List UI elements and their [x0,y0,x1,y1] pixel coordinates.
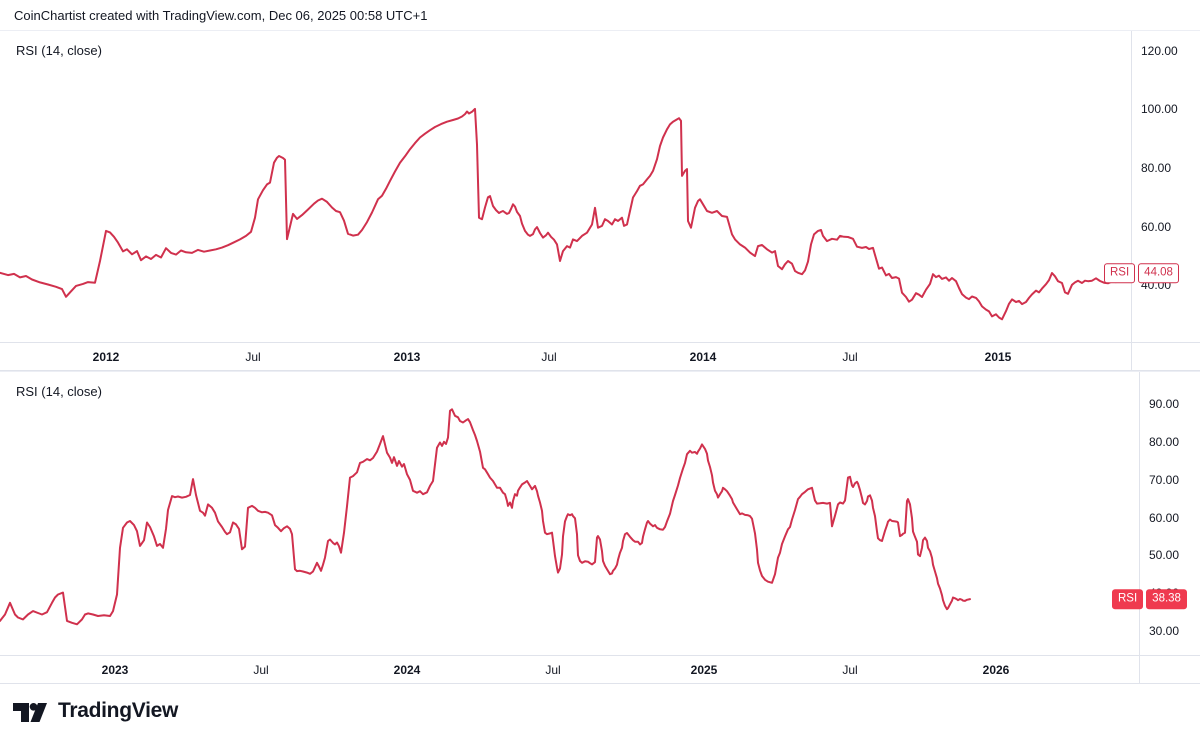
price-axis-tick: 60.00 [1149,510,1180,525]
time-axis-tick: Jul [545,662,561,677]
indicator-label[interactable]: RSI (14, close) [16,43,102,58]
indicator-tag: RSI [1104,263,1136,283]
price-axis-tick: 30.00 [1149,623,1180,638]
tradingview-brand[interactable]: TradingView [13,698,178,724]
indicator-label[interactable]: RSI (14, close) [16,384,102,399]
rsi-panel-bottom: RSI (14, close) 90.00 80.00 70.00 60.00 50.0… [0,371,1200,655]
axis-corner-border [1139,656,1140,683]
time-axis-tick: Jul [842,662,858,677]
price-axis-tick: 80.00 [1149,435,1180,450]
axis-corner-border [1131,343,1132,370]
time-axis-tick: 2025 [690,662,718,677]
time-axis-bottom[interactable]: 2023 Jul 2024 Jul 2025 Jul 2026 [0,655,1200,684]
footer: TradingView [0,684,1200,742]
time-axis-tick: 2026 [982,662,1010,677]
time-axis-tick: Jul [245,349,261,364]
rsi-line-chart-top[interactable] [0,31,1131,343]
rsi-line-chart-bottom[interactable] [0,372,1139,656]
time-axis-tick: 2024 [393,662,421,677]
time-axis-tick: 2023 [101,662,129,677]
attribution-text: CoinChartist created with TradingView.co… [14,7,428,23]
price-axis-tick: 120.00 [1141,43,1178,58]
time-axis-tick: Jul [541,349,557,364]
price-axis-tick: 100.00 [1141,102,1178,117]
time-axis-tick: Jul [842,349,858,364]
time-axis-tick: 2013 [393,349,421,364]
time-axis-tick: 2014 [689,349,717,364]
price-axis-tick: 70.00 [1149,472,1180,487]
price-axis-tick: 90.00 [1149,397,1180,412]
price-axis-border [1139,372,1140,655]
last-price-label: RSI 38.38 [1112,589,1187,609]
time-axis-tick: Jul [253,662,269,677]
tradingview-logo-icon [13,703,47,722]
price-axis-tick: 50.00 [1149,548,1180,563]
rsi-panel-top: RSI (14, close) 120.00 100.00 80.00 60.00 40… [0,30,1200,342]
last-price-label: RSI 44.08 [1104,263,1179,283]
last-price-value: 38.38 [1146,589,1187,609]
last-price-value: 44.08 [1138,263,1179,283]
time-axis-top[interactable]: 2012 Jul 2013 Jul 2014 Jul 2015 [0,342,1200,371]
time-axis-tick: 2012 [92,349,120,364]
indicator-tag: RSI [1112,589,1144,609]
tradingview-wordmark: TradingView [58,699,179,722]
chart-attribution: CoinChartist created with TradingView.co… [0,0,1200,30]
price-axis-tick: 60.00 [1141,219,1172,234]
price-axis-border [1131,31,1132,342]
time-axis-tick: 2015 [984,349,1012,364]
price-axis-tick: 80.00 [1141,161,1172,175]
